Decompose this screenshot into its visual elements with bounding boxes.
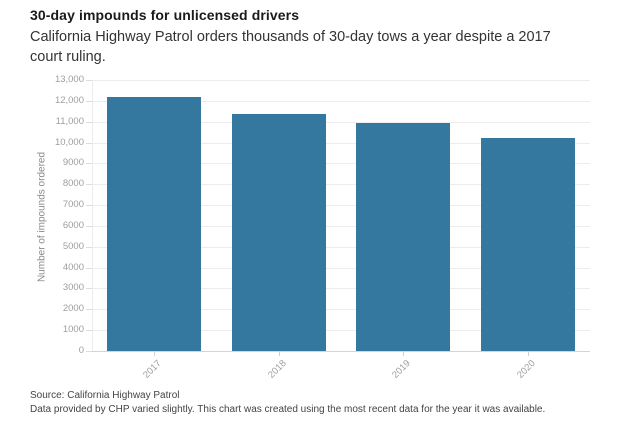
y-tick-mark (86, 247, 92, 248)
y-axis-line (92, 80, 93, 351)
y-tick-label: 13,000 (54, 74, 84, 85)
gridline (92, 330, 590, 331)
y-tick-mark (86, 143, 92, 144)
x-axis-label-2017: 2017 (141, 358, 164, 381)
y-tick-label: 0 (78, 345, 84, 356)
x-tick-mark (154, 352, 155, 356)
y-tick-label: 8000 (62, 178, 84, 189)
chart-title: 30-day impounds for unlicensed drivers (30, 7, 300, 23)
y-tick-label: 9000 (62, 157, 84, 168)
y-tick-label: 11,000 (55, 116, 84, 127)
chart-subtitle-line-2: court ruling. (30, 49, 106, 65)
bar-2019 (356, 122, 450, 351)
x-axis-baseline (92, 351, 590, 352)
y-tick-label: 12,000 (54, 95, 84, 106)
y-tick-mark (86, 288, 92, 289)
gridline (92, 163, 590, 164)
chart-subtitle: California Highway Patrol orders thousan… (30, 27, 551, 67)
footnote-text: Data provided by CHP varied slightly. Th… (30, 404, 546, 415)
gridline (92, 184, 590, 185)
gridline (92, 143, 590, 144)
x-tick-mark (528, 352, 529, 356)
chart-subtitle-line-1: California Highway Patrol orders thousan… (30, 29, 551, 45)
y-tick-label: 7000 (62, 199, 84, 210)
y-tick-label: 1000 (62, 324, 84, 335)
gridline (92, 268, 590, 269)
bar-2017 (107, 96, 201, 351)
source-text: Source: California Highway Patrol (30, 390, 180, 401)
gridline (92, 247, 590, 248)
gridline (92, 309, 590, 310)
y-tick-mark (86, 309, 92, 310)
bar-2020 (481, 138, 575, 351)
y-tick-label: 6000 (62, 220, 84, 231)
y-tick-mark (86, 268, 92, 269)
y-tick-label: 5000 (62, 241, 84, 252)
gridline (92, 288, 590, 289)
y-tick-label: 4000 (62, 262, 84, 273)
gridline (92, 226, 590, 227)
x-axis-label-2019: 2019 (390, 358, 413, 381)
y-tick-label: 3000 (62, 282, 84, 293)
y-tick-mark (86, 351, 92, 352)
x-axis-label-2018: 2018 (266, 358, 289, 381)
y-tick-mark (86, 101, 92, 102)
y-tick-mark (86, 122, 92, 123)
gridline (92, 122, 590, 123)
y-tick-mark (86, 184, 92, 185)
gridline (92, 101, 590, 102)
x-axis-label-2020: 2020 (515, 358, 538, 381)
y-tick-label: 2000 (62, 303, 84, 314)
gridline (92, 205, 590, 206)
x-tick-mark (403, 352, 404, 356)
y-tick-mark (86, 205, 92, 206)
y-tick-mark (86, 80, 92, 81)
y-tick-mark (86, 330, 92, 331)
y-tick-mark (86, 163, 92, 164)
bar-2018 (232, 114, 326, 351)
y-tick-label: 10,000 (54, 137, 84, 148)
y-tick-mark (86, 226, 92, 227)
x-tick-mark (279, 352, 280, 356)
gridline (92, 80, 590, 81)
